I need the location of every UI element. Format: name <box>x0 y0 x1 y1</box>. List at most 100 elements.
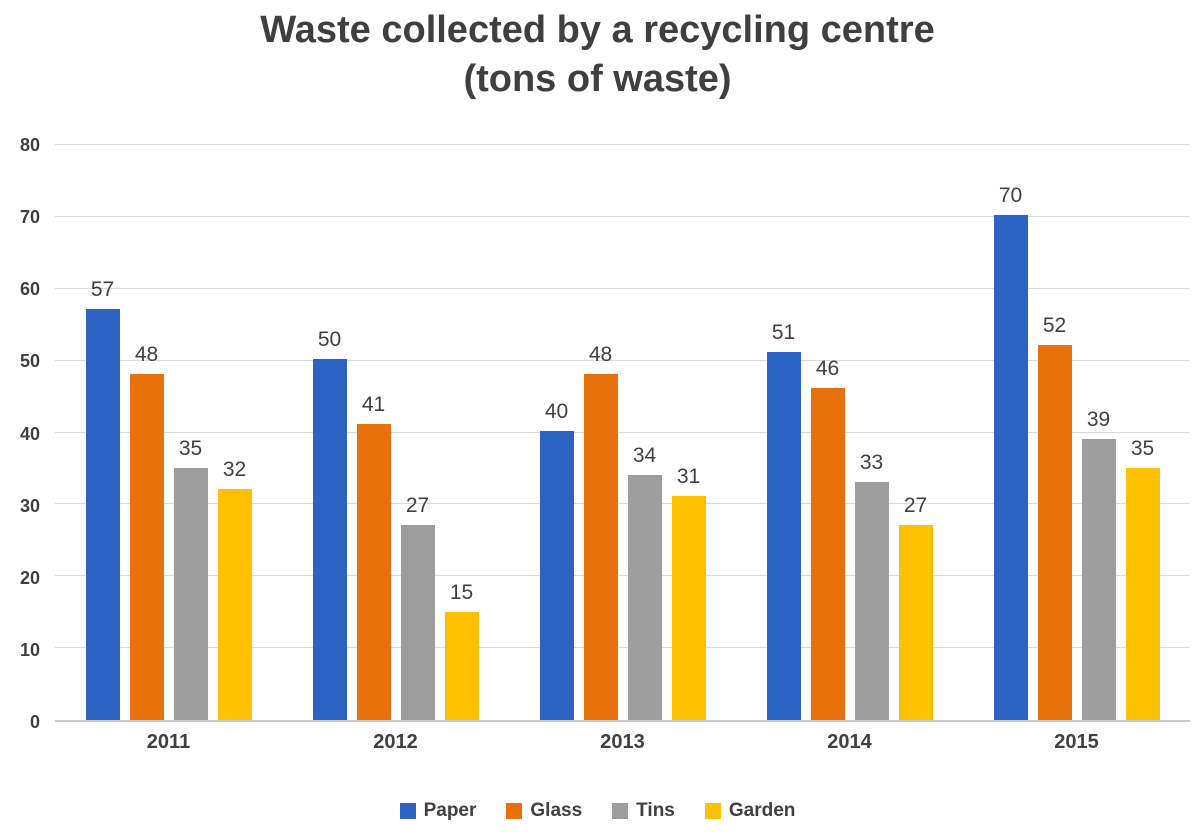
value-label-glass-2014: 46 <box>815 357 840 380</box>
gridline-60 <box>55 287 1190 289</box>
bar-group-2015: 70 52 39 35 <box>963 145 1190 720</box>
bar-cell-paper-2015: 70 <box>993 184 1028 720</box>
value-label-glass-2012: 41 <box>361 393 386 416</box>
value-label-garden-2011: 32 <box>222 458 247 481</box>
bar-cell-glass-2014: 46 <box>810 357 845 720</box>
x-tick-label-2012: 2012 <box>373 731 418 753</box>
bar-paper-2013 <box>539 431 574 720</box>
value-label-glass-2013: 48 <box>588 343 613 366</box>
gridline-30 <box>55 503 1190 505</box>
x-tick-label-2011: 2011 <box>146 731 191 753</box>
value-label-tins-2012: 27 <box>405 494 430 517</box>
legend-swatch-garden <box>704 803 721 819</box>
legend-label-paper: Paper <box>423 800 477 821</box>
bar-group-2012: 50 41 27 15 <box>282 145 509 720</box>
y-tick-label-10: 10 <box>19 639 40 660</box>
gridline-50 <box>55 359 1190 361</box>
value-label-tins-2011: 35 <box>178 437 203 460</box>
legend-swatch-glass <box>506 803 523 819</box>
bar-cell-tins-2011: 35 <box>173 437 208 720</box>
bar-tins-2015 <box>1081 439 1116 720</box>
legend-label-garden: Garden <box>728 800 796 821</box>
bar-tins-2012 <box>400 525 435 720</box>
value-label-paper-2015: 70 <box>998 184 1023 207</box>
gridline-40 <box>55 431 1190 433</box>
x-tick-label-2015: 2015 <box>1054 731 1099 753</box>
value-label-garden-2012: 15 <box>449 581 474 604</box>
bar-garden-2012 <box>444 612 479 720</box>
gridline-70 <box>55 215 1190 217</box>
bar-groups: 57 48 35 32 50 41 27 15 40 48 34 31 51 46 33 27 70 52 39 35 <box>55 145 1190 720</box>
bar-tins-2013 <box>627 475 662 720</box>
x-tick-label-2014: 2014 <box>827 731 872 753</box>
bar-cell-glass-2013: 48 <box>583 343 618 720</box>
value-label-paper-2012: 50 <box>317 328 342 351</box>
value-label-tins-2014: 33 <box>859 451 884 474</box>
y-tick-label-40: 40 <box>19 423 40 444</box>
value-label-glass-2011: 48 <box>134 343 159 366</box>
value-label-garden-2015: 35 <box>1130 437 1155 460</box>
chart-title: Waste collected by a recycling centre (t… <box>0 6 1195 104</box>
bar-group-2013: 40 48 34 31 <box>509 145 736 720</box>
bar-paper-2015 <box>993 215 1028 720</box>
legend: Paper Glass Tins Garden <box>0 800 1195 822</box>
bar-cell-glass-2012: 41 <box>356 393 391 720</box>
bar-cell-garden-2015: 35 <box>1125 437 1160 720</box>
bar-glass-2015 <box>1037 345 1072 720</box>
legend-swatch-paper <box>399 803 416 819</box>
value-label-garden-2014: 27 <box>903 494 928 517</box>
gridline-20 <box>55 575 1190 577</box>
bar-glass-2012 <box>356 424 391 720</box>
bar-cell-paper-2011: 57 <box>85 278 120 720</box>
value-label-paper-2011: 57 <box>90 278 115 301</box>
bar-cell-glass-2015: 52 <box>1037 314 1072 720</box>
legend-item-tins: Tins <box>612 800 675 822</box>
bar-cell-glass-2011: 48 <box>129 343 164 720</box>
y-axis: 0 10 20 30 40 50 60 70 80 <box>6 135 40 732</box>
bar-glass-2013 <box>583 374 618 720</box>
bar-cell-paper-2013: 40 <box>539 400 574 720</box>
bar-group-2011: 57 48 35 32 <box>55 145 282 720</box>
x-axis: 2011 2012 2013 2014 2015 <box>55 731 1190 754</box>
y-tick-label-0: 0 <box>29 712 40 732</box>
bar-paper-2011 <box>85 309 120 720</box>
bar-cell-tins-2013: 34 <box>627 444 662 720</box>
bar-cell-garden-2014: 27 <box>898 494 933 720</box>
y-tick-label-60: 60 <box>19 279 40 300</box>
bar-glass-2014 <box>810 388 845 720</box>
gridline-10 <box>55 647 1190 649</box>
y-tick-label-80: 80 <box>19 135 40 155</box>
bar-cell-tins-2012: 27 <box>400 494 435 720</box>
value-label-tins-2015: 39 <box>1086 408 1111 431</box>
legend-label-tins: Tins <box>636 800 675 821</box>
bar-paper-2012 <box>312 359 347 720</box>
legend-item-paper: Paper <box>399 800 477 822</box>
chart-title-line2: (tons of waste) <box>463 58 732 100</box>
y-tick-label-70: 70 <box>19 207 40 228</box>
bar-cell-tins-2015: 39 <box>1081 408 1116 720</box>
bar-group-2014: 51 46 33 27 <box>736 145 963 720</box>
value-label-glass-2015: 52 <box>1042 314 1067 337</box>
value-label-garden-2013: 31 <box>676 465 701 488</box>
chart-title-line1: Waste collected by a recycling centre <box>260 9 935 51</box>
bar-glass-2011 <box>129 374 164 720</box>
y-tick-label-30: 30 <box>19 495 40 516</box>
y-tick-label-50: 50 <box>19 351 40 372</box>
bar-garden-2014 <box>898 525 933 720</box>
legend-item-glass: Glass <box>506 800 582 822</box>
bar-paper-2014 <box>766 352 801 720</box>
bar-cell-garden-2013: 31 <box>671 465 706 720</box>
bar-garden-2015 <box>1125 468 1160 720</box>
bar-garden-2013 <box>671 496 706 720</box>
legend-swatch-tins <box>612 803 629 819</box>
value-label-paper-2014: 51 <box>771 321 796 344</box>
legend-label-glass: Glass <box>530 800 583 821</box>
bar-cell-garden-2011: 32 <box>217 458 252 720</box>
value-label-paper-2013: 40 <box>544 400 569 423</box>
bar-cell-tins-2014: 33 <box>854 451 889 720</box>
bar-cell-garden-2012: 15 <box>444 581 479 720</box>
bar-cell-paper-2014: 51 <box>766 321 801 720</box>
legend-item-garden: Garden <box>704 800 796 822</box>
x-tick-label-2013: 2013 <box>600 731 645 753</box>
